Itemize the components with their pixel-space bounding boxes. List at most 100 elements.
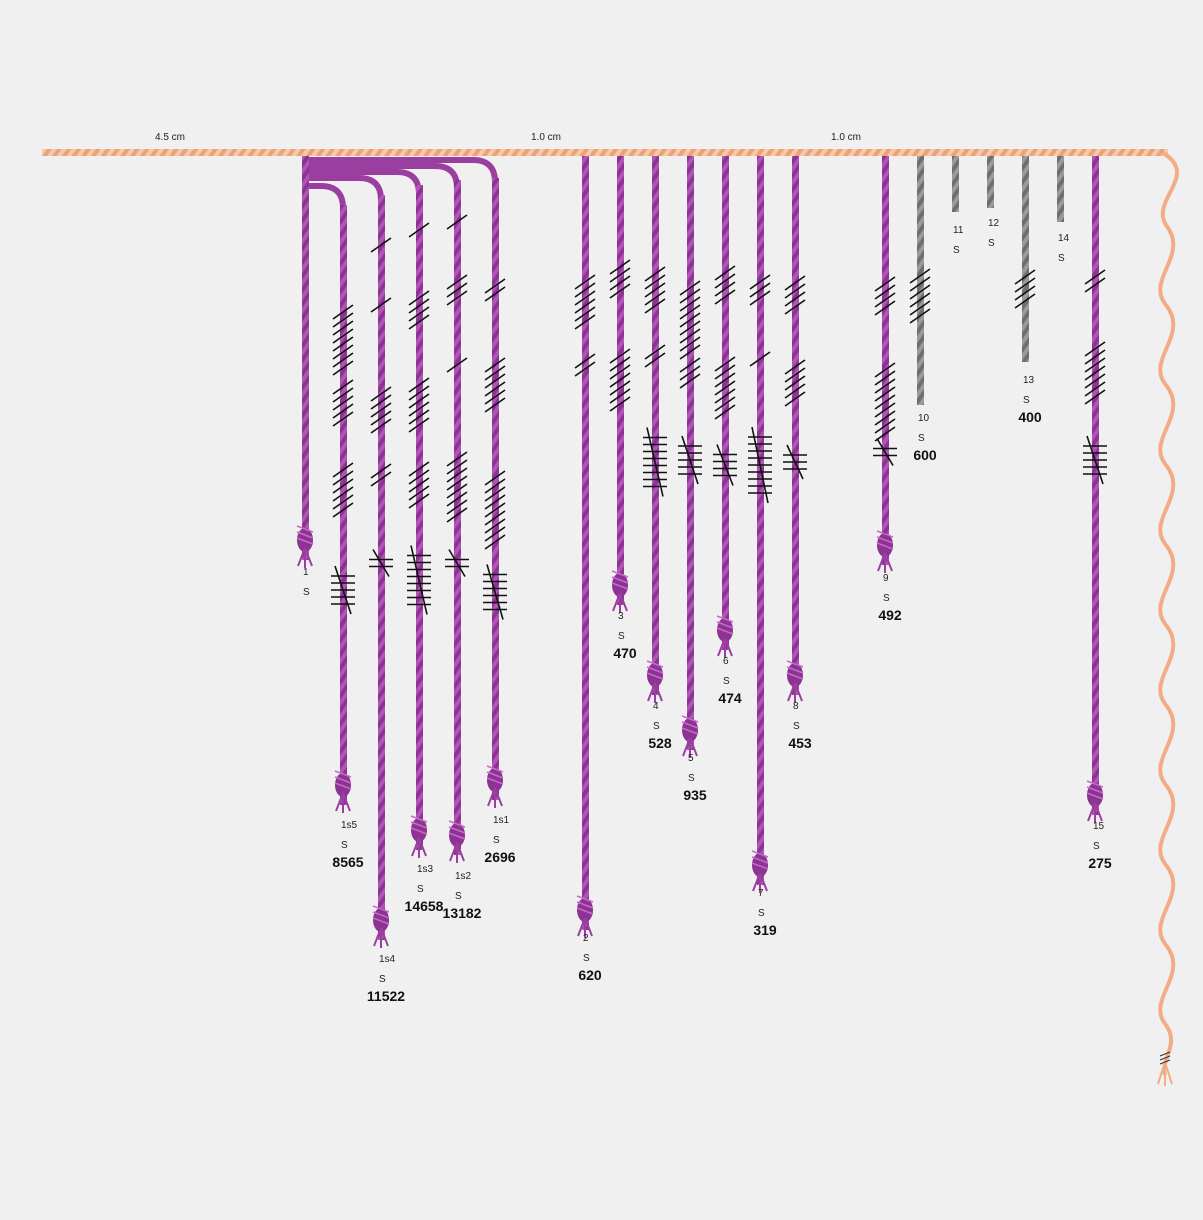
- single-knot: [574, 353, 596, 369]
- single-knot: [446, 491, 468, 507]
- cord-body: [582, 156, 589, 930]
- single-knot: [408, 417, 430, 433]
- single-knot: [1084, 389, 1106, 405]
- cord-c9: [873, 156, 897, 573]
- single-knot: [408, 298, 430, 314]
- cord-c13: [1014, 156, 1036, 362]
- cord-c1s1: [483, 178, 507, 808]
- single-knot: [609, 372, 631, 388]
- single-knot: [446, 467, 468, 483]
- cord-c1s2: [445, 180, 469, 863]
- single-knot: [332, 304, 354, 320]
- cord-body: [987, 156, 994, 208]
- single-knot: [874, 418, 896, 434]
- single-knot: [408, 409, 430, 425]
- single-knot: [644, 298, 666, 314]
- single-knot: [679, 312, 701, 328]
- single-knot: [332, 320, 354, 336]
- cord-c2: [574, 156, 596, 938]
- single-knot: [1014, 285, 1036, 301]
- single-knot: [679, 373, 701, 389]
- cord-twist: S: [688, 773, 695, 784]
- single-knot: [332, 352, 354, 368]
- cord-label: 15: [1093, 821, 1105, 832]
- cord-body: [652, 156, 659, 695]
- single-knot: [909, 284, 931, 300]
- single-knot: [484, 478, 506, 494]
- cord-body: [917, 156, 924, 405]
- single-knot: [609, 275, 631, 291]
- single-knot: [679, 365, 701, 381]
- single-knot: [714, 364, 736, 380]
- single-knot: [1084, 365, 1106, 381]
- cord-value: 275: [1088, 855, 1112, 871]
- cord-value: 2696: [484, 849, 515, 865]
- single-knot: [408, 290, 430, 306]
- single-knot: [408, 461, 430, 477]
- single-knot: [784, 291, 806, 307]
- cord-body: [757, 156, 764, 885]
- single-knot: [874, 426, 896, 442]
- single-knot: [484, 373, 506, 389]
- cord-c10: [909, 156, 931, 405]
- subsidiary-curve-c1s1: [305, 157, 498, 183]
- cord-c12: [987, 156, 994, 208]
- single-knot: [679, 296, 701, 312]
- cord-twist: S: [618, 631, 625, 642]
- single-knot: [332, 486, 354, 502]
- single-knot: [679, 288, 701, 304]
- single-knot: [714, 289, 736, 305]
- long-knot-slash: [334, 565, 352, 615]
- cord-twist: S: [341, 840, 348, 851]
- single-knot: [484, 534, 506, 550]
- single-knot: [714, 404, 736, 420]
- cord-body: [952, 156, 959, 212]
- single-knot: [484, 494, 506, 510]
- long-knot-slash: [876, 438, 894, 466]
- spacing-label-2: 1.0 cm: [531, 132, 561, 143]
- cord-label: 1: [303, 567, 309, 578]
- spacing-label-1: 4.5 cm: [155, 132, 185, 143]
- single-knot: [408, 401, 430, 417]
- single-knot: [332, 470, 354, 486]
- single-knot: [909, 308, 931, 324]
- single-knot: [446, 282, 468, 298]
- cord-label: 1s5: [341, 820, 358, 831]
- cord-value: 470: [613, 645, 637, 661]
- single-knot: [446, 459, 468, 475]
- single-knot: [408, 469, 430, 485]
- single-knot: [609, 380, 631, 396]
- single-knot: [332, 336, 354, 352]
- single-knot: [679, 280, 701, 296]
- single-knot: [909, 300, 931, 316]
- single-knot: [874, 276, 896, 292]
- cord-value: 319: [753, 922, 777, 938]
- single-knot: [644, 344, 666, 360]
- cord-body: [302, 156, 309, 560]
- long-knot-slash: [716, 444, 734, 486]
- cord-label: 13: [1023, 375, 1035, 386]
- cord-body: [378, 195, 385, 940]
- cord-body: [1092, 156, 1099, 815]
- end-knot: [448, 820, 466, 863]
- single-knot: [784, 367, 806, 383]
- cord-body: [416, 185, 423, 850]
- cord-body: [792, 156, 799, 695]
- cord-label: 1s1: [493, 815, 510, 826]
- single-knot: [370, 394, 392, 410]
- cord-twist: S: [883, 593, 890, 604]
- cord-body: [1057, 156, 1064, 222]
- single-knot: [1084, 357, 1106, 373]
- end-knot: [486, 765, 504, 808]
- cord-twist: S: [1058, 253, 1065, 264]
- end-knot: [296, 525, 314, 568]
- cord-twist: S: [1093, 841, 1100, 852]
- single-knot: [609, 356, 631, 372]
- single-knot: [484, 286, 506, 302]
- single-knot: [609, 348, 631, 364]
- single-knot: [679, 336, 701, 352]
- end-knot: [576, 895, 594, 938]
- single-knot: [332, 403, 354, 419]
- single-knot: [714, 356, 736, 372]
